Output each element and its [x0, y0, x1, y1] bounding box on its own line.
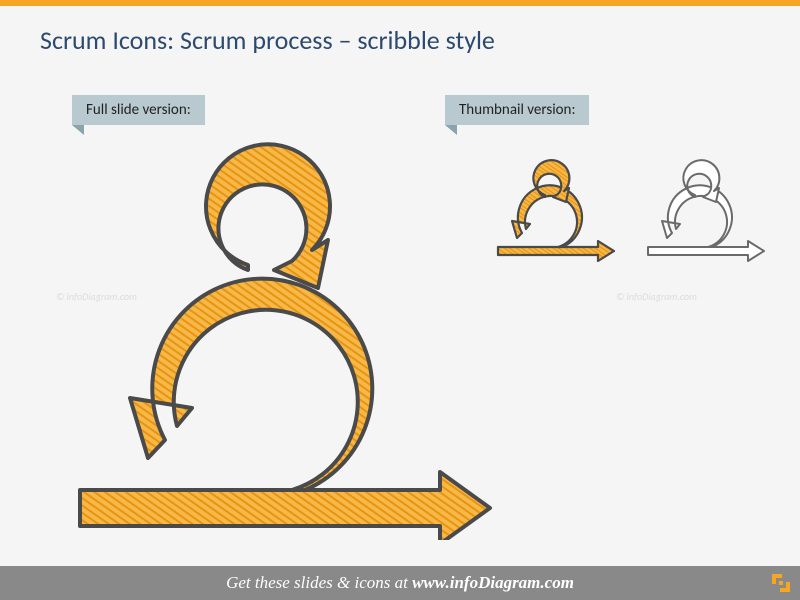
page-title: Scrum Icons: Scrum process – scribble st… [40, 24, 495, 56]
watermark-right: © infoDiagram.com [616, 290, 697, 303]
footer-link-text: www.infoDiagram.com [412, 573, 574, 592]
scrum-process-icon-thumb-color [490, 155, 620, 265]
scrum-process-icon-full [60, 120, 500, 540]
footer-bar: Get these slides & icons at www.infoDiag… [0, 566, 800, 600]
footer-corner-icon [772, 574, 790, 592]
footer-prefix: Get these slides & icons at [226, 573, 412, 592]
top-accent-bar [0, 0, 800, 6]
watermark-left: © infoDiagram.com [56, 290, 137, 303]
scrum-process-icon-thumb-outline [640, 155, 770, 265]
label-thumb-text: Thumbnail version: [459, 101, 575, 119]
label-full-text: Full slide version: [86, 101, 191, 119]
